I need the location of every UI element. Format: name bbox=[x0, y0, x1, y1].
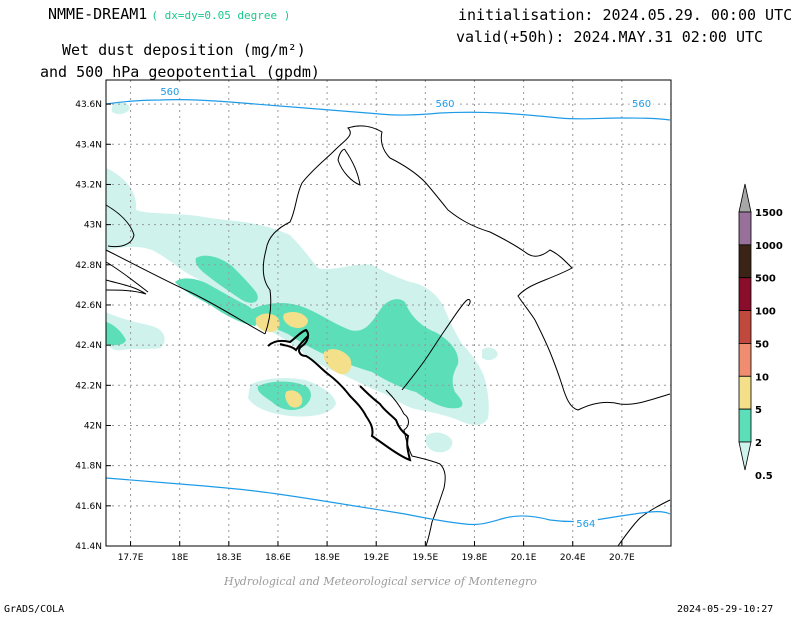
border-bosnia-montenegro-inland bbox=[262, 125, 671, 411]
colorbar-segment bbox=[738, 375, 752, 410]
contour-labels: 560 560 560 564 bbox=[157, 85, 654, 530]
lat-tick-label: 42N bbox=[84, 421, 102, 431]
software-label: GrADS/COLA bbox=[4, 604, 65, 615]
initialisation-time: initialisation: 2024.05.29. 00:00 UTC bbox=[458, 6, 793, 24]
colorbar: 1500 1000 500 100 50 10 5 2 0.5 bbox=[738, 183, 783, 482]
lat-tick-label: 41.4N bbox=[75, 542, 102, 552]
colorbar-level-label: 5 bbox=[755, 405, 762, 416]
lon-tick-label: 17.7E bbox=[118, 553, 144, 563]
colorbar-level-label: 2 bbox=[755, 438, 762, 449]
deposition-area-high bbox=[323, 349, 352, 375]
lat-lon-grid bbox=[106, 80, 671, 546]
geopotential-contours bbox=[105, 99, 671, 526]
bay-of-kotor bbox=[279, 335, 309, 352]
lat-tick-label: 42.8N bbox=[75, 261, 102, 271]
border-bosnia-montenegro bbox=[105, 204, 135, 248]
lat-tick-label: 41.8N bbox=[75, 462, 102, 472]
lat-tick-label: 43N bbox=[84, 221, 102, 231]
map-title-line2: and 500 hPa geopotential (gpdm) bbox=[40, 63, 320, 81]
map-frame bbox=[105, 79, 672, 547]
contour-label-bg bbox=[573, 516, 598, 528]
resolution-label: ( dx=dy=0.05 degree ) bbox=[151, 9, 291, 22]
lon-tick-label: 18.6E bbox=[265, 553, 291, 563]
lat-tick-label: 43.4N bbox=[75, 140, 102, 150]
deposition-area-low bbox=[482, 347, 498, 361]
lat-tick-label: 42.6N bbox=[75, 301, 102, 311]
contour-label: 560 bbox=[632, 99, 651, 110]
colorbar-level-label: 100 bbox=[755, 307, 776, 318]
border-north-macedonia bbox=[617, 499, 671, 547]
border-peninsula bbox=[105, 279, 147, 295]
colorbar-level-label: 1000 bbox=[755, 241, 783, 252]
render-timestamp: 2024-05-29-10:27 bbox=[677, 604, 774, 615]
colorbar-segment bbox=[738, 211, 752, 246]
contour-label-bg bbox=[433, 97, 457, 109]
colorbar-segment bbox=[738, 343, 752, 377]
colorbar-segment bbox=[738, 244, 752, 279]
border-albania bbox=[385, 389, 446, 547]
deposition-area-mid bbox=[175, 278, 259, 326]
contour-label-bg bbox=[157, 85, 182, 97]
border-croatia-coast bbox=[105, 249, 266, 335]
border-kosovo bbox=[401, 299, 471, 391]
deposition-area-mid bbox=[106, 322, 126, 346]
deposition-area-low bbox=[425, 432, 453, 453]
model-name: NMME-DREAM1 bbox=[48, 5, 148, 23]
deposition-area-mid bbox=[195, 255, 258, 303]
credit-line: Hydrological and Meteorological service … bbox=[224, 575, 537, 588]
lon-tick-label: 20.4E bbox=[560, 553, 586, 563]
montenegro-coastline bbox=[267, 328, 412, 462]
colorbar-level-label: 0.5 bbox=[755, 471, 773, 482]
dust-deposition-fills bbox=[106, 102, 498, 453]
border-adriatic-islands bbox=[105, 261, 149, 293]
contour-label: 560 bbox=[160, 87, 179, 98]
deposition-area-high bbox=[255, 313, 280, 332]
colorbar-segment bbox=[738, 277, 752, 311]
model-title: NMME-DREAM1( dx=dy=0.05 degree ) bbox=[48, 5, 290, 23]
contour-564 bbox=[105, 477, 671, 526]
lon-tick-label: 19.2E bbox=[363, 553, 389, 563]
colorbar-level-label: 10 bbox=[755, 372, 769, 383]
lat-tick-label: 42.2N bbox=[75, 381, 102, 391]
lat-tick-label: 43.6N bbox=[75, 100, 102, 110]
map-tick-labels: 17.7E 18E 18.3E 18.6E 18.9E 19.2E 19.5E 19.8E 20… bbox=[75, 100, 635, 563]
colorbar-level-label: 1500 bbox=[755, 208, 783, 219]
colorbar-level-label: 500 bbox=[755, 274, 776, 285]
colorbar-bottom-arrow bbox=[738, 441, 752, 471]
deposition-area-high bbox=[285, 390, 303, 408]
valid-time: valid(+50h): 2024.MAY.31 02:00 UTC bbox=[456, 28, 764, 46]
lon-tick-label: 18.3E bbox=[216, 553, 242, 563]
lat-tick-label: 43.2N bbox=[75, 180, 102, 190]
lon-tick-label: 19.8E bbox=[462, 553, 488, 563]
contour-label-bg bbox=[629, 97, 654, 109]
colorbar-segment bbox=[738, 408, 752, 443]
lon-tick-label: 20.1E bbox=[511, 553, 537, 563]
colorbar-top-arrow bbox=[738, 183, 752, 213]
map-title-line1: Wet dust deposition (mg/m²) bbox=[62, 41, 306, 59]
contour-label: 564 bbox=[576, 519, 595, 530]
deposition-area-low bbox=[112, 102, 130, 115]
lon-tick-label: 18E bbox=[171, 553, 188, 563]
lat-tick-label: 41.6N bbox=[75, 502, 102, 512]
lon-tick-label: 18.9E bbox=[314, 553, 340, 563]
contour-560 bbox=[105, 99, 671, 121]
lat-tick-label: 42.4N bbox=[75, 341, 102, 351]
lon-tick-label: 19.5E bbox=[412, 553, 438, 563]
lon-tick-label: 20.7E bbox=[609, 553, 635, 563]
colorbar-segment bbox=[738, 310, 752, 344]
deposition-area-high bbox=[283, 312, 308, 328]
country-borders bbox=[105, 125, 671, 547]
colorbar-level-label: 50 bbox=[755, 339, 769, 350]
border-serbia bbox=[337, 148, 361, 186]
contour-label: 560 bbox=[435, 99, 454, 110]
